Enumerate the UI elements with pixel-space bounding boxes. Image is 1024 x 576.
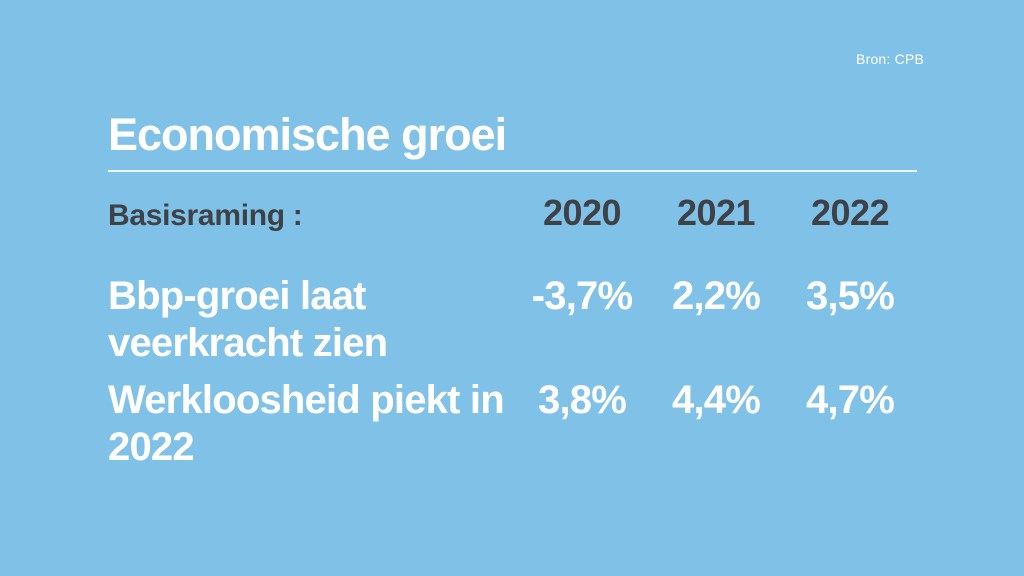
- year-column-header-2022: 2022: [810, 192, 890, 233]
- data-table: Basisraming : 2020 2021 2022 Bbp-groei l…: [108, 195, 917, 471]
- page-title: Economische groei: [108, 109, 507, 160]
- value-cell: 2,2%: [672, 274, 761, 318]
- value-cell: 4,7%: [806, 378, 895, 422]
- infographic-card: Economische groei Basisraming : 2020 202…: [108, 0, 917, 471]
- year-column-header-2021: 2021: [676, 192, 756, 233]
- value-cell: -3,7%: [531, 274, 633, 318]
- source-label: Bron: CPB: [856, 51, 924, 67]
- table-header-label: Basisraming :: [108, 199, 303, 232]
- title-divider: [108, 170, 917, 172]
- table-row-bbp-groei: Bbp-groei laat veerkracht zien -3,7% 2,2…: [108, 273, 917, 367]
- value-cell: 4,4%: [672, 378, 761, 422]
- year-column-header-2020: 2020: [542, 192, 622, 233]
- row-label: Bbp-groei laat veerkracht zien: [108, 274, 388, 365]
- value-cell: 3,5%: [806, 274, 895, 318]
- table-header-row: Basisraming : 2020 2021 2022: [108, 195, 917, 234]
- row-label: Werkloosheid piekt in 2022: [108, 378, 505, 469]
- table-row-werkloosheid: Werkloosheid piekt in 2022 3,8% 4,4% 4,7…: [108, 377, 917, 471]
- value-cell: 3,8%: [538, 378, 627, 422]
